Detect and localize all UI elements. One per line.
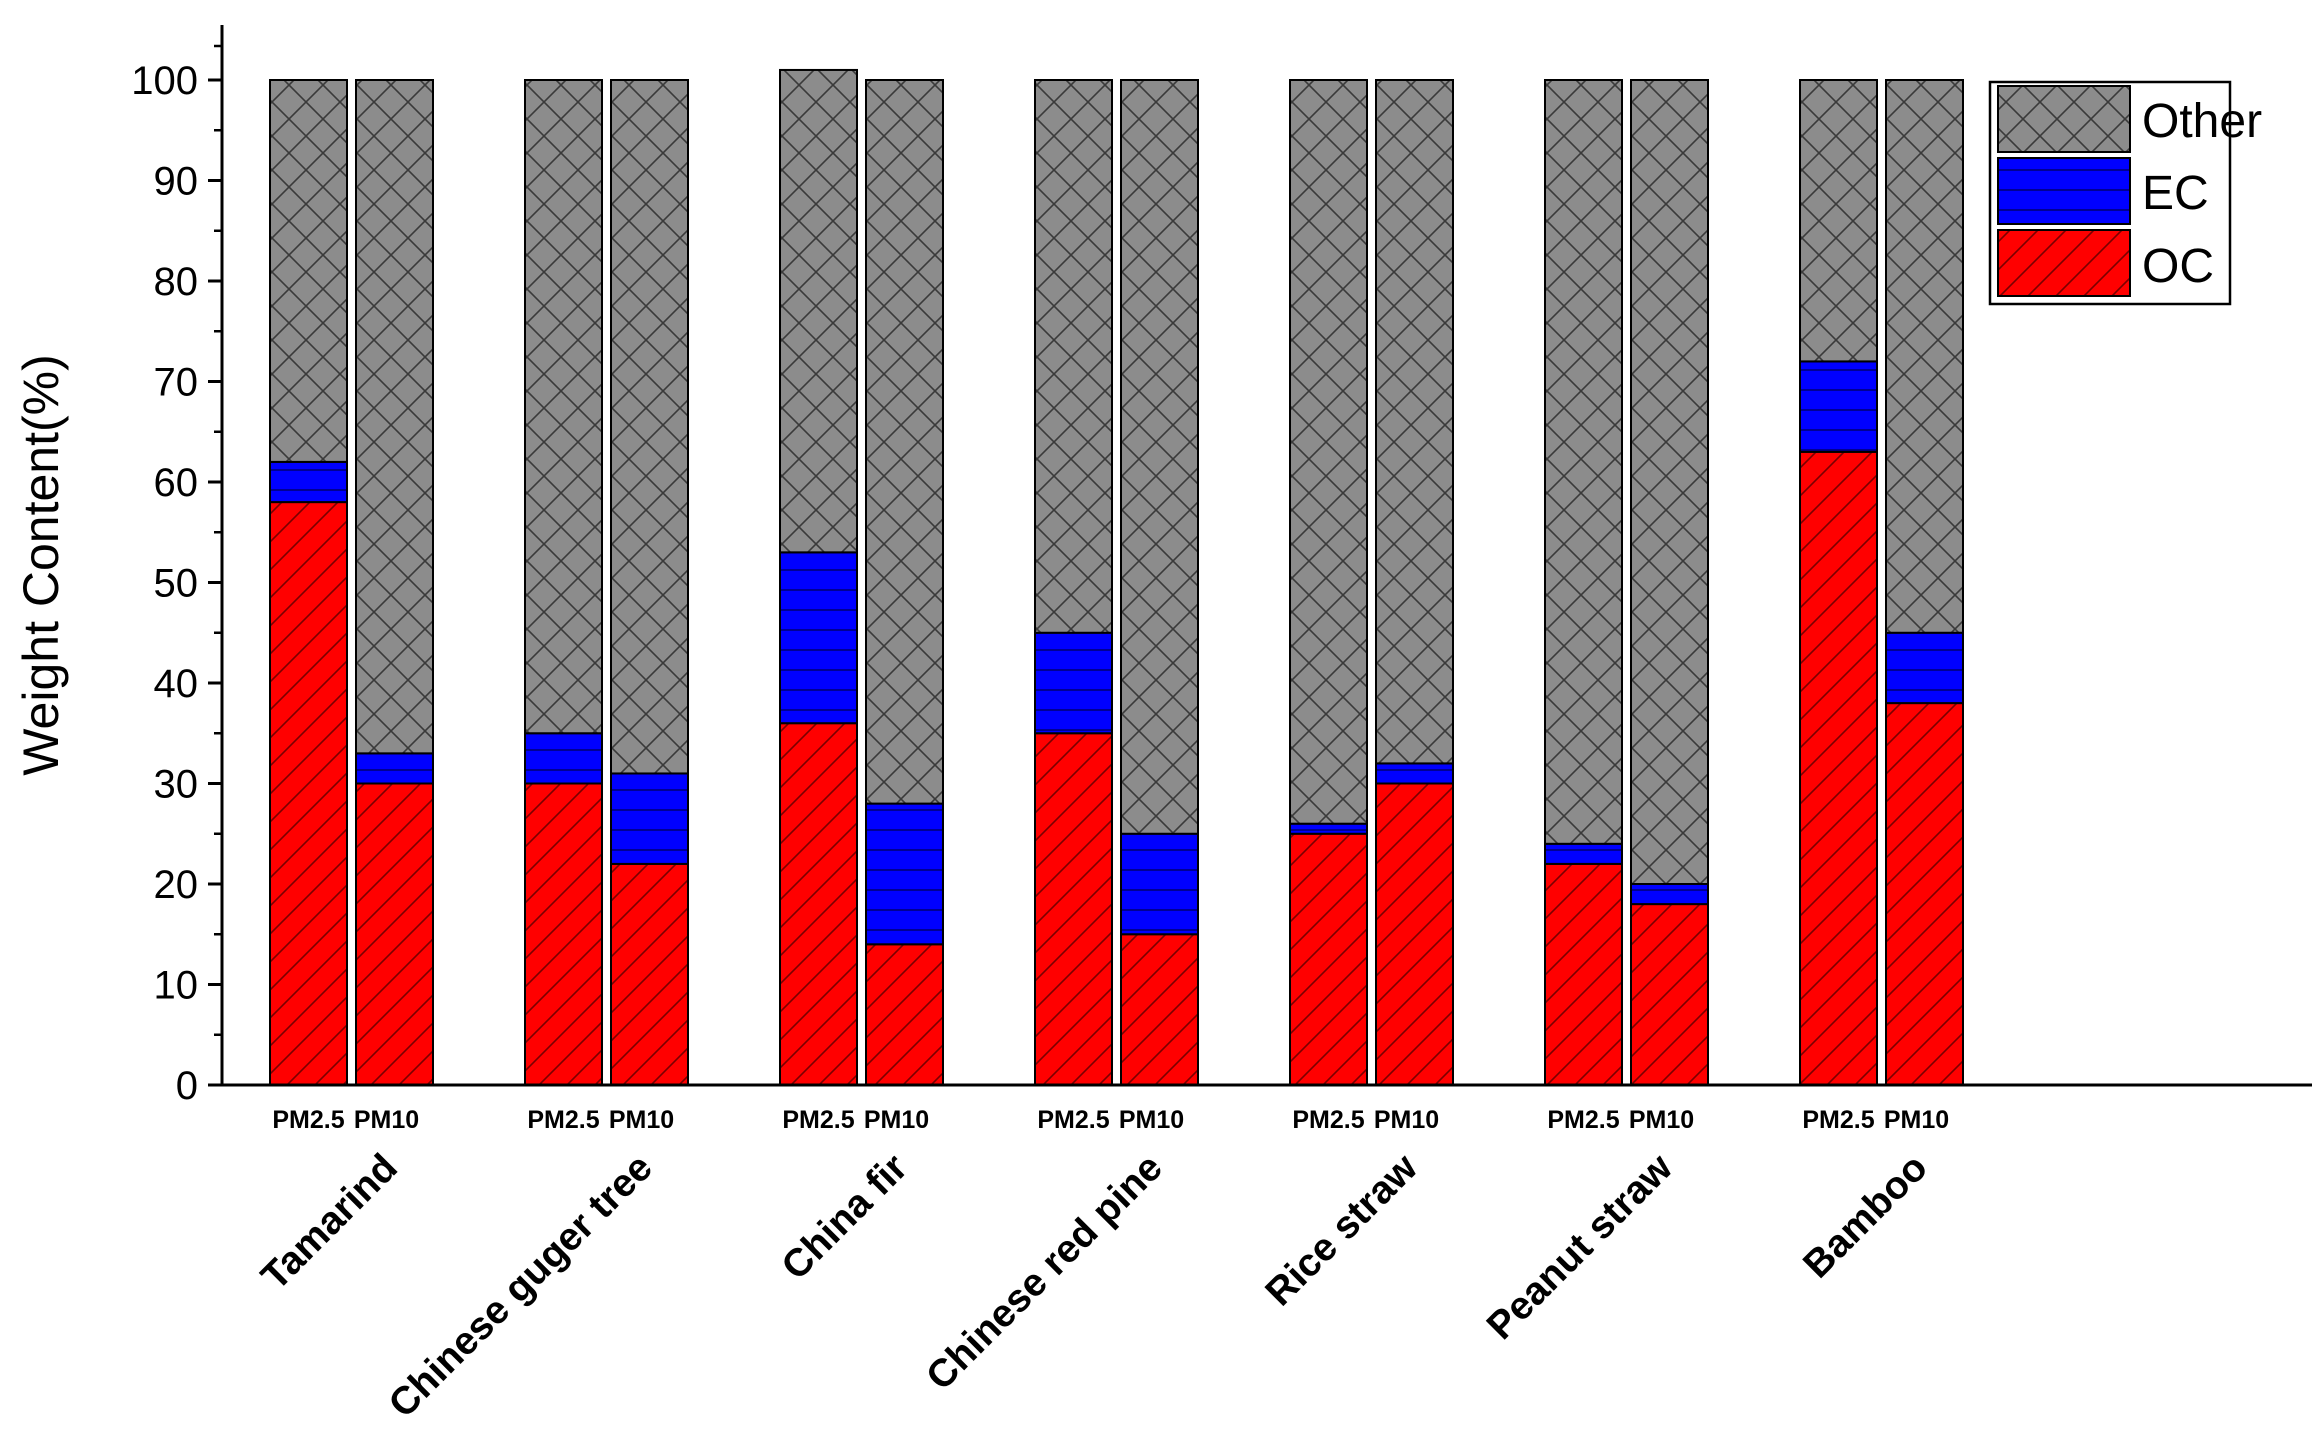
- subcategory-label: PM2.5: [1292, 1106, 1364, 1134]
- bar-oc-rice-straw-pm2-5: [1289, 832, 1368, 1086]
- subcategory-label: PM10: [609, 1106, 674, 1134]
- x-tick-label-tamarind: Tamarind: [253, 1146, 405, 1298]
- bar-other-china-fir-pm2-5: [779, 68, 858, 554]
- legend-label-other: Other: [2142, 95, 2262, 148]
- bar-oc-tamarind-pm10: [355, 782, 434, 1086]
- bar-oc-chinese-guger-tree-pm2-5: [524, 782, 603, 1086]
- bar-ec-chinese-guger-tree-pm10: [610, 772, 689, 865]
- bar-ec-bamboo-pm10: [1885, 631, 1964, 705]
- bar-other-chinese-red-pine-pm2-5: [1034, 79, 1113, 634]
- bar-ec-tamarind-pm10: [355, 752, 434, 785]
- bar-other-rice-straw-pm10: [1375, 79, 1454, 765]
- subcategory-label: PM10: [1119, 1106, 1184, 1134]
- bar-ec-peanut-straw-pm2-5: [1544, 842, 1623, 865]
- y-tick-label: 10: [154, 964, 199, 1008]
- bar-oc-rice-straw-pm10: [1375, 782, 1454, 1086]
- subcategory-label: PM2.5: [1547, 1106, 1619, 1134]
- legend: Other EC OC: [1988, 80, 2262, 306]
- bar-ec-china-fir-pm2-5: [779, 551, 858, 725]
- legend-swatch-ec: [1997, 157, 2131, 225]
- bars-layer: [269, 68, 1964, 1087]
- x-tick-label-peanut-straw: Peanut straw: [1479, 1145, 1682, 1348]
- bar-oc-chinese-red-pine-pm10: [1120, 933, 1199, 1086]
- bar-group-tamarind: [269, 79, 434, 1087]
- bar-ec-chinese-guger-tree-pm2-5: [524, 732, 603, 785]
- legend-label-ec: EC: [2142, 167, 2209, 220]
- bar-ec-rice-straw-pm2-5: [1289, 822, 1368, 835]
- bar-ec-china-fir-pm10: [865, 802, 944, 946]
- bar-other-chinese-guger-tree-pm2-5: [524, 79, 603, 735]
- y-tick-label: 70: [154, 361, 199, 405]
- bar-oc-bamboo-pm2-5: [1799, 450, 1878, 1087]
- y-tick-label: 20: [154, 863, 199, 907]
- bar-other-peanut-straw-pm10: [1630, 79, 1709, 885]
- y-tick-label: 100: [131, 59, 198, 103]
- x-tick-label-chinese-guger-tree: Chinese guger tree: [381, 1146, 661, 1426]
- y-tick-label: 50: [154, 562, 199, 606]
- x-tick-label-chinese-red-pine: Chinese red pine: [918, 1146, 1171, 1399]
- bar-oc-bamboo-pm10: [1885, 702, 1964, 1086]
- bar-other-tamarind-pm10: [355, 79, 434, 755]
- subcategory-label: PM2.5: [782, 1106, 854, 1134]
- subcategory-label: PM2.5: [272, 1106, 344, 1134]
- bar-oc-chinese-guger-tree-pm10: [610, 862, 689, 1087]
- subcategory-label: PM2.5: [527, 1106, 599, 1134]
- bar-group-peanut-straw: [1544, 79, 1709, 1087]
- subcategory-label: PM10: [354, 1106, 419, 1134]
- bar-ec-rice-straw-pm10: [1375, 762, 1454, 785]
- bar-other-peanut-straw-pm2-5: [1544, 79, 1623, 845]
- legend-label-oc: OC: [2142, 240, 2214, 293]
- bar-other-bamboo-pm2-5: [1799, 79, 1878, 363]
- y-tick-label: 30: [154, 763, 199, 807]
- subcategory-label: PM2.5: [1037, 1106, 1109, 1134]
- bar-oc-chinese-red-pine-pm2-5: [1034, 732, 1113, 1086]
- subcategory-label: PM10: [1374, 1106, 1439, 1134]
- subcategory-label: PM10: [1629, 1106, 1694, 1134]
- bar-other-chinese-guger-tree-pm10: [610, 79, 689, 775]
- bar-other-bamboo-pm10: [1885, 79, 1964, 634]
- bar-ec-bamboo-pm2-5: [1799, 360, 1878, 453]
- bar-group-china-fir: [779, 68, 944, 1086]
- x-tick-label-rice-straw: Rice straw: [1257, 1145, 1426, 1314]
- bar-other-chinese-red-pine-pm10: [1120, 79, 1199, 835]
- bar-oc-tamarind-pm2-5: [269, 501, 348, 1087]
- subcategory-label: PM2.5: [1802, 1106, 1874, 1134]
- bar-ec-chinese-red-pine-pm10: [1120, 832, 1199, 936]
- y-tick-label: 80: [154, 260, 199, 304]
- y-tick-label: 0: [176, 1064, 198, 1108]
- axes: PM2.5 PM10 Tamarind PM2.5 PM10 Chinese guger …: [131, 25, 2312, 1426]
- bar-other-china-fir-pm10: [865, 79, 944, 805]
- x-tick-label-bamboo: Bamboo: [1795, 1146, 1936, 1287]
- subcategory-label: PM10: [864, 1106, 929, 1134]
- y-axis-label: Weight Content(%): [13, 354, 69, 775]
- x-tick-label-china-fir: China fir: [774, 1146, 916, 1288]
- bar-group-chinese-red-pine: [1034, 79, 1199, 1086]
- bar-other-rice-straw-pm2-5: [1289, 79, 1368, 825]
- bar-group-chinese-guger-tree: [524, 79, 689, 1087]
- y-tick-label: 60: [154, 461, 199, 505]
- bar-other-tamarind-pm2-5: [269, 79, 348, 463]
- bar-oc-peanut-straw-pm2-5: [1544, 862, 1623, 1087]
- bar-oc-peanut-straw-pm10: [1630, 903, 1709, 1086]
- legend-swatch-other: [1997, 85, 2131, 153]
- bar-group-bamboo: [1799, 79, 1964, 1087]
- y-tick-label: 40: [154, 662, 199, 706]
- legend-swatch-oc: [1997, 229, 2131, 297]
- bar-oc-china-fir-pm10: [865, 943, 944, 1086]
- y-tick-label: 90: [154, 160, 199, 204]
- bar-group-rice-straw: [1289, 79, 1454, 1086]
- subcategory-label: PM10: [1884, 1106, 1949, 1134]
- bar-ec-chinese-red-pine-pm2-5: [1034, 631, 1113, 735]
- bar-oc-china-fir-pm2-5: [779, 722, 858, 1086]
- bar-ec-peanut-straw-pm10: [1630, 883, 1709, 906]
- bar-ec-tamarind-pm2-5: [269, 460, 348, 504]
